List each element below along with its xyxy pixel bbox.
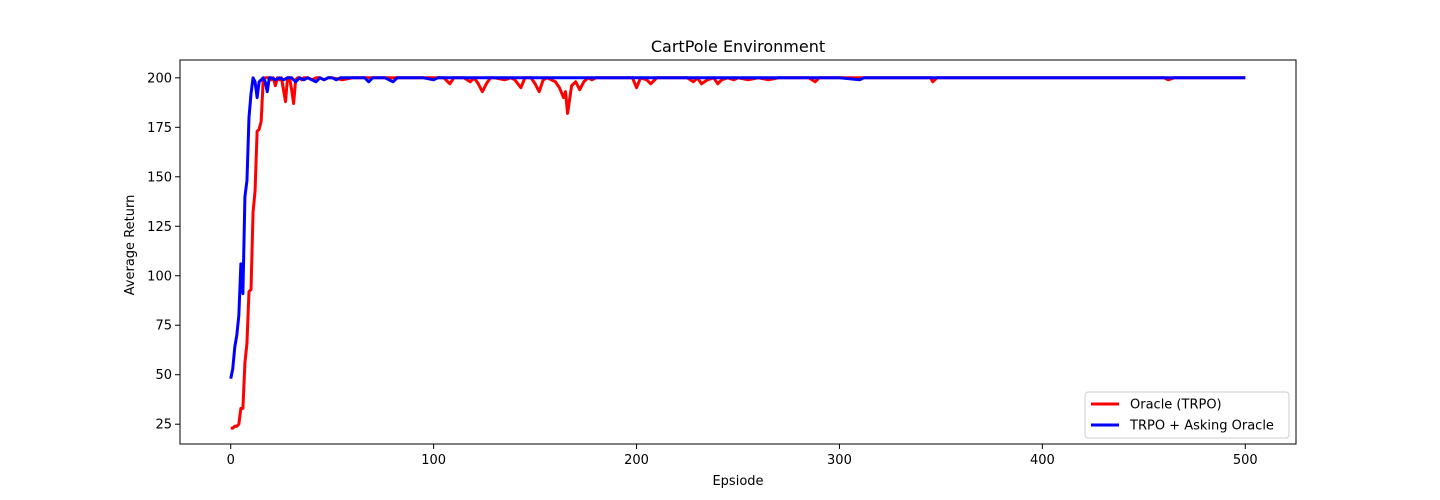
series-line-1 <box>230 76 1246 430</box>
y-tick-label: 175 <box>147 121 172 136</box>
x-tick-label: 400 <box>1030 453 1055 468</box>
legend: Oracle (TRPO) TRPO + Asking Oracle <box>1084 391 1290 439</box>
y-tick-label: 50 <box>155 368 172 383</box>
axes-frame <box>179 59 1297 445</box>
y-tick-label: 25 <box>155 418 172 433</box>
y-tick-label: 150 <box>147 170 172 185</box>
chart-title: CartPole Environment <box>651 37 825 56</box>
y-axis-ticks: 25 50 75 100 125 150 175 200 <box>147 71 180 433</box>
y-tick-label: 75 <box>155 319 172 334</box>
y-tick-label: 100 <box>147 269 172 284</box>
x-tick-label: 200 <box>624 453 649 468</box>
legend-label: Oracle (TRPO) <box>1130 398 1222 413</box>
legend-label: TRPO + Asking Oracle <box>1129 419 1274 434</box>
x-axis-ticks: 0 100 200 300 400 500 <box>227 444 1258 468</box>
y-tick-label: 200 <box>147 71 172 86</box>
x-tick-label: 100 <box>421 453 446 468</box>
x-axis-label: Epsiode <box>712 474 763 489</box>
x-tick-label: 300 <box>827 453 852 468</box>
y-tick-label: 125 <box>147 220 172 235</box>
x-tick-label: 0 <box>227 453 235 468</box>
y-axis-label: Average Return <box>123 195 138 296</box>
x-tick-label: 500 <box>1233 453 1258 468</box>
plot-lines <box>229 76 1246 430</box>
legend-box <box>1084 391 1290 439</box>
series-line-2 <box>229 76 1246 379</box>
